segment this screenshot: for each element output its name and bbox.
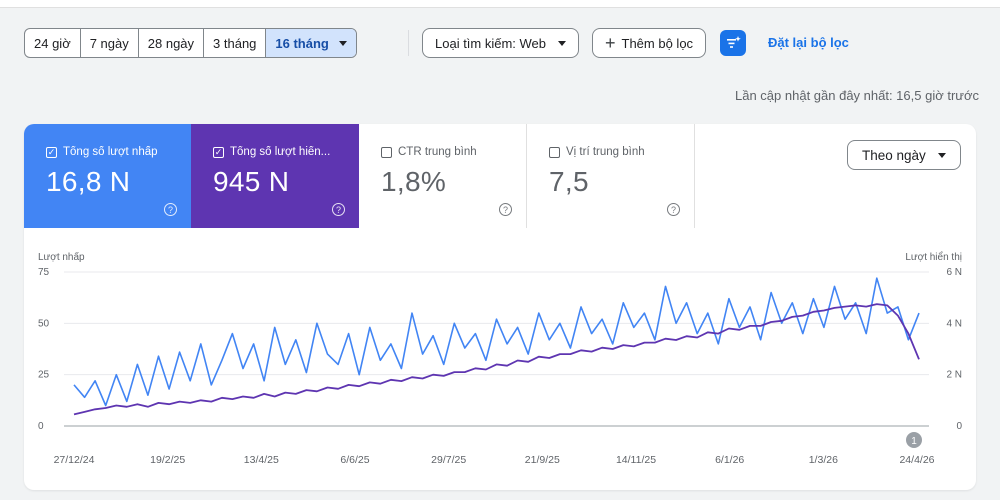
group-by-dropdown[interactable]: Theo ngày <box>847 140 961 170</box>
x-tick-label: 27/12/24 <box>54 454 95 466</box>
ctr-label: CTR trung bình <box>398 146 477 158</box>
chevron-down-icon <box>558 40 567 46</box>
filter-settings-button[interactable] <box>720 30 746 56</box>
clicks-value: 16,8 N <box>46 166 131 197</box>
x-tick-label: 19/2/25 <box>150 454 185 466</box>
toolbar-divider <box>408 30 409 56</box>
impressions-value: 945 N <box>213 166 290 197</box>
performance-chart: Lượt nhấp Lượt hiển thị 75 6 N 50 4 N 25 2 N 0 0 2… <box>38 251 962 466</box>
checkbox-checked-icon[interactable]: ✓ <box>213 146 224 158</box>
help-icon[interactable]: ? <box>332 203 345 216</box>
right-tick-label: 0 <box>956 421 962 432</box>
metric-card-impressions[interactable]: ✓ Tổng số lượt hiển... 945 N ? <box>191 124 359 228</box>
range-28d-button[interactable]: 28 ngày <box>139 29 205 57</box>
right-tick-label: 4 N <box>946 318 962 329</box>
range-3m-button[interactable]: 3 tháng <box>204 29 267 57</box>
left-axis-title: Lượt nhấp <box>38 251 85 263</box>
date-range-selector: 24 giờ 7 ngày 28 ngày 3 tháng 16 tháng <box>24 28 357 58</box>
range-16m-label: 16 tháng <box>275 35 329 51</box>
position-label: Vị trí trung bình <box>566 146 645 158</box>
x-tick-label: 6/6/25 <box>340 454 369 466</box>
left-tick-label: 0 <box>38 421 44 432</box>
checkbox-unchecked-icon[interactable] <box>549 146 560 158</box>
last-updated-text: Lần cập nhật gần đây nhất: 16,5 giờ trướ… <box>735 88 980 103</box>
x-tick-label: 13/4/25 <box>244 454 279 466</box>
left-tick-label: 25 <box>38 370 50 381</box>
x-tick-label: 29/7/25 <box>431 454 466 466</box>
filter-sparkle-icon <box>727 36 741 48</box>
x-tick-label: 6/1/26 <box>715 454 744 466</box>
help-icon[interactable]: ? <box>164 203 177 216</box>
help-icon[interactable]: ? <box>499 203 512 216</box>
right-axis-title: Lượt hiển thị <box>905 251 962 263</box>
checkbox-checked-icon[interactable]: ✓ <box>46 146 57 158</box>
annotation-label: 1 <box>911 436 917 447</box>
metric-card-ctr[interactable]: CTR trung bình 1,8% ? <box>359 124 527 228</box>
annotation-marker <box>906 432 922 448</box>
position-value: 7,5 <box>549 166 589 197</box>
chevron-down-icon <box>338 40 347 46</box>
left-tick-label: 50 <box>38 318 50 329</box>
reset-filters-link[interactable]: Đặt lại bộ lọc <box>768 35 849 50</box>
chevron-down-icon <box>937 152 946 158</box>
clicks-label: Tổng số lượt nhấp <box>63 146 158 158</box>
ctr-value: 1,8% <box>381 166 447 197</box>
x-tick-label: 24/4/26 <box>899 454 934 466</box>
x-tick-label: 21/9/25 <box>525 454 560 466</box>
checkbox-unchecked-icon[interactable] <box>381 146 392 158</box>
add-filter-label: Thêm bộ lọc <box>621 35 694 51</box>
top-divider <box>0 0 1000 8</box>
clicks-series-line <box>73 277 920 407</box>
metric-card-clicks[interactable]: ✓ Tổng số lượt nhấp 16,8 N ? <box>24 124 191 228</box>
add-filter-button[interactable]: + Thêm bộ lọc <box>592 28 707 58</box>
x-tick-label: 14/11/25 <box>616 454 656 466</box>
plus-icon: + <box>605 33 616 53</box>
range-16m-button[interactable]: 16 tháng <box>266 29 356 57</box>
search-type-label: Loại tìm kiếm: Web <box>435 35 547 51</box>
range-24h-button[interactable]: 24 giờ <box>25 29 81 57</box>
search-type-dropdown[interactable]: Loại tìm kiếm: Web <box>422 28 580 58</box>
help-icon[interactable]: ? <box>667 203 680 216</box>
group-by-label: Theo ngày <box>862 147 926 163</box>
performance-panel: ✓ Tổng số lượt nhấp 16,8 N ? ✓ Tổng số lượ… <box>24 124 976 490</box>
right-tick-label: 2 N <box>946 370 962 381</box>
left-tick-label: 75 <box>38 267 50 278</box>
right-tick-label: 6 N <box>946 267 962 278</box>
impressions-label: Tổng số lượt hiển... <box>230 146 331 158</box>
impressions-series-line <box>73 303 920 416</box>
metric-card-position[interactable]: Vị trí trung bình 7,5 ? <box>527 124 695 228</box>
x-tick-label: 1/3/26 <box>809 454 838 466</box>
range-7d-button[interactable]: 7 ngày <box>81 29 139 57</box>
